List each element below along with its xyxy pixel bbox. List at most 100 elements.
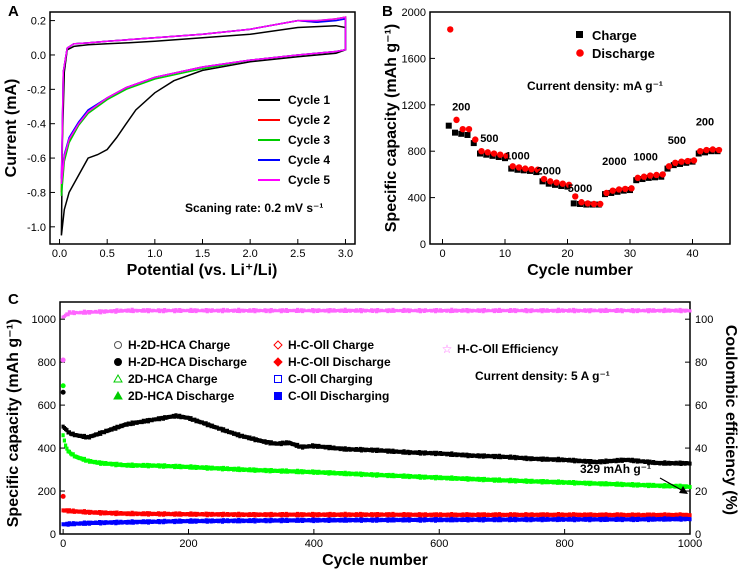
cv-curve-cycle-5 [60,16,347,184]
panel-c-ticks: 0 200 400 600 800 100002004006008001000020406… [32,314,714,550]
x-tick-label: 1.5 [195,248,210,260]
legend-entry: C-Oll Charging [288,372,373,386]
legend-marker [114,341,122,349]
y-tick-label: 0 [420,239,426,251]
panel-c: C Cycle number Specific capacity (mAh g⁻… [5,291,739,569]
panel-c-annotation: Current density: 5 A g⁻¹ [475,369,610,383]
y-tick-label-right: 100 [695,314,713,326]
panel-b-frame [429,11,731,245]
rate-label: 200 [696,117,714,129]
x-tick-label: 3.0 [338,248,353,260]
panel-c-series [60,307,692,527]
panel-c-callout-arrowhead [679,486,688,494]
rate-label: 500 [480,133,498,145]
panel-c-frame [59,301,691,535]
panel-c-ylabel: Specific capacity (mAh g⁻¹) [5,319,22,528]
y-tick-label: -0.4 [27,119,46,131]
y-tick-label: 1000 [32,314,56,326]
y-tick-label: -0.8 [27,187,46,199]
discharge-point [715,146,723,154]
discharge-point [465,125,473,133]
panel-a: A Potential (vs. Li⁺/Li) Current (mA) 0.… [3,3,356,279]
rate-label: 5000 [568,183,592,195]
y-tick-label: 400 [38,443,56,455]
discharge-point [484,149,491,156]
discharge-point [547,178,554,185]
y-tick-label: 800 [38,357,56,369]
discharge-point [565,181,573,189]
legend-entry: H-C-Oll Efficiency [457,342,559,356]
panel-b: B Cycle number Specific capacity (mAh g⁻… [382,3,731,279]
legend-entry: H-C-Oll Discharge [288,355,391,369]
discharge-point [472,136,479,143]
panel-b-xlabel: Cycle number [527,262,633,279]
x-tick-label: 0.5 [100,248,115,260]
discharge-point [640,173,648,180]
discharge-point [578,199,585,206]
y-tick-label: 2000 [402,7,426,19]
x-tick-label: 800 [555,538,573,550]
legend-marker [274,375,282,383]
x-tick-label: 1.0 [147,248,162,260]
rate-label: 1000 [505,150,529,162]
rate-label: 2000 [537,165,561,177]
legend-entry: Cycle 2 [288,113,330,127]
y-tick-label: 200 [38,486,56,498]
y-tick-label-right: 80 [695,357,707,369]
series-h-2d-hca-discharge [61,413,692,466]
discharge-point [709,146,716,153]
y-tick-label: 0.0 [31,50,46,62]
x-tick-label: 2.0 [243,248,258,260]
legend-entry: Cycle 3 [288,133,330,147]
y-tick-label: 0 [50,529,56,541]
discharge-point [447,26,454,33]
rate-label: 2000 [602,156,626,168]
panel-c-callout-arrow [659,477,686,493]
y-tick-label: 0.2 [31,16,46,28]
panel-c-label: C [8,291,19,308]
panel-a-ylabel: Current (mA) [3,79,20,178]
discharge-point [509,163,516,170]
x-tick-label: 400 [305,538,323,550]
legend-marker [274,392,282,400]
discharge-point [609,187,616,194]
y-tick-label: 800 [408,146,426,158]
x-tick-label: 10 [499,248,511,260]
discharge-point [697,148,704,155]
legend-marker [273,340,283,350]
discharge-point [603,189,610,197]
x-tick-label: 0 [439,248,445,260]
discharge-point [597,200,604,208]
y-tick-label: 600 [38,400,56,412]
discharge-point [703,146,710,154]
discharge-point [690,157,698,164]
legend-marker [113,390,123,400]
panel-b-legend: Charge Discharge [576,28,655,61]
discharge-point [534,166,541,173]
discharge-point [590,200,598,208]
discharge-point [572,193,579,200]
x-tick-label: 600 [430,538,448,550]
legend-entry: C-Oll Discharging [288,389,389,403]
cv-curve-cycle-1 [60,24,347,236]
discharge-point [615,186,623,193]
rate-label: 1000 [633,151,657,163]
discharge-point [634,174,641,182]
discharge-point [540,175,548,183]
legend-marker [114,358,122,366]
discharge-point [478,148,485,155]
legend-entry: Cycle 5 [288,173,330,187]
panel-c-legend: H-2D-HCA Charge H-2D-HCA Discharge 2D-HCA … [113,338,559,403]
panel-a-xlabel: Potential (vs. Li⁺/Li) [127,262,278,279]
panel-a-annotation: Scaning rate: 0.2 mV s⁻¹ [185,201,323,215]
discharge-point [528,165,535,173]
panel-a-series [60,16,347,236]
initial-point [60,389,66,395]
discharge-point [672,159,679,166]
panel-c-ylabel-right: Coulombic efficiency (%) [722,325,739,515]
legend-entry: H-C-Oll Charge [288,338,374,352]
panel-a-ticks: 0.0 0.5 1.0 1.5 2.0 2.5 3.0 -1.0 -0.8 -0.6 -0.4 -0.… [27,16,353,260]
legend-marker: ☆ [442,342,453,356]
y-tick-label-right: 40 [695,443,707,455]
panel-a-label: A [8,3,19,20]
